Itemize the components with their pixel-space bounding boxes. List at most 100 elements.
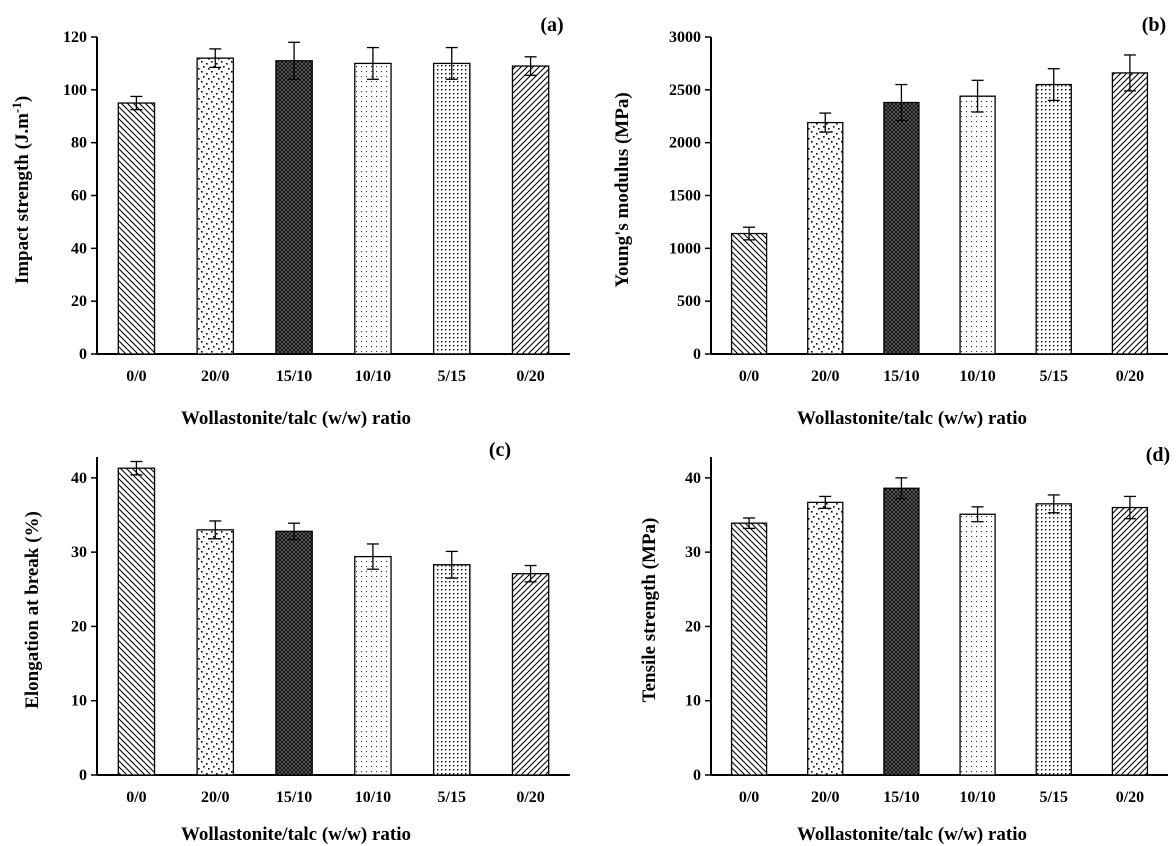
x-tick-label-b-0: 0/0 bbox=[739, 368, 759, 385]
bar-d-4 bbox=[1035, 503, 1072, 776]
y-tick-label-c: 20 bbox=[71, 618, 87, 635]
x-tick-label-d-3: 10/10 bbox=[959, 789, 995, 806]
chart-panel-b: 0 500 1000 1500 2000 2500 3000 0/0 20/0 15/10 10/1… bbox=[612, 14, 1168, 429]
x-tick-label-d-1: 20/0 bbox=[811, 789, 839, 806]
x-tick-label-b-4: 5/15 bbox=[1040, 368, 1068, 385]
bar-c-4 bbox=[432, 564, 471, 776]
error-bar-c-3 bbox=[366, 543, 379, 570]
bar-d-0 bbox=[730, 522, 768, 776]
bar-a-5 bbox=[511, 65, 550, 355]
y-tick-label-b: 2000 bbox=[669, 135, 701, 152]
bar-c-5 bbox=[511, 573, 550, 776]
y-tick-label-a: 60 bbox=[71, 188, 87, 205]
bar-a-2 bbox=[275, 60, 313, 355]
bar-c-0 bbox=[117, 467, 156, 776]
x-axis-label-d: Wollastonite/talc (w/w) ratio bbox=[797, 824, 1027, 845]
x-tick-label-a-0: 0/0 bbox=[126, 368, 146, 385]
y-axis-label-d: Tensile strength (MPa) bbox=[639, 518, 660, 703]
bar-d-2 bbox=[883, 487, 920, 776]
bar-d-3 bbox=[959, 513, 996, 776]
error-bar-b-3 bbox=[971, 79, 984, 113]
y-axis-label-a: Impact strength (J.m-1) bbox=[9, 96, 33, 284]
error-bar-c-5 bbox=[524, 564, 537, 583]
y-tick-label-b: 1000 bbox=[669, 240, 701, 257]
bar-b-1 bbox=[807, 121, 844, 355]
x-tick-label-c-3: 10/10 bbox=[355, 789, 391, 806]
error-bar-d-3 bbox=[971, 506, 984, 523]
panel-label-a: (a) bbox=[540, 14, 563, 36]
error-bar-d-5 bbox=[1123, 495, 1136, 520]
y-tick-label-b: 3000 bbox=[669, 29, 701, 46]
x-axis-label-a: Wollastonite/talc (w/w) ratio bbox=[181, 408, 411, 429]
y-tick-label-a: 80 bbox=[71, 135, 87, 152]
error-bar-a-3 bbox=[366, 46, 379, 80]
x-tick-label-c-2: 15/10 bbox=[276, 789, 312, 806]
y-tick-label-d: 0 bbox=[693, 767, 701, 784]
error-bar-a-2 bbox=[288, 41, 301, 80]
x-tick-label-c-1: 20/0 bbox=[201, 789, 229, 806]
error-bar-c-4 bbox=[445, 550, 458, 579]
error-bar-c-1 bbox=[209, 520, 222, 540]
y-tick-label-d: 10 bbox=[685, 693, 701, 710]
x-tick-label-b-2: 15/10 bbox=[883, 368, 919, 385]
y-tick-label-c: 10 bbox=[71, 693, 87, 710]
y-tick-label-d: 20 bbox=[685, 618, 701, 635]
error-bar-a-5 bbox=[524, 56, 537, 76]
x-axis-label-b: Wollastonite/talc (w/w) ratio bbox=[797, 408, 1027, 429]
y-axis-label-c: Elongation at break (%) bbox=[22, 511, 43, 709]
error-bar-d-2 bbox=[895, 477, 908, 500]
y-tick-label-a: 120 bbox=[63, 29, 87, 46]
x-tick-label-d-4: 5/15 bbox=[1040, 789, 1068, 806]
x-tick-label-b-1: 20/0 bbox=[811, 368, 839, 385]
panel-label-c: (c) bbox=[489, 439, 511, 461]
error-bar-d-1 bbox=[819, 495, 832, 509]
bar-a-1 bbox=[196, 57, 235, 355]
y-tick-label-c: 40 bbox=[71, 470, 87, 487]
bar-b-2 bbox=[883, 101, 920, 355]
bar-a-3 bbox=[354, 62, 392, 355]
y-tick-label-b: 0 bbox=[693, 346, 701, 363]
y-tick-label-b: 500 bbox=[677, 293, 701, 310]
bar-d-1 bbox=[807, 501, 844, 776]
bar-c-1 bbox=[196, 529, 235, 776]
bar-d-5 bbox=[1111, 506, 1149, 776]
error-bar-d-4 bbox=[1047, 494, 1060, 514]
chart-panel-a: 0 20 40 60 80 100 120 0/0 20/0 15/10 10/10 5/15 0/20… bbox=[9, 14, 570, 429]
bar-a-0 bbox=[117, 102, 156, 355]
x-axis-label-c: Wollastonite/talc (w/w) ratio bbox=[181, 824, 411, 845]
error-bar-a-0 bbox=[130, 95, 143, 111]
bar-c-2 bbox=[275, 530, 313, 776]
error-bar-b-5 bbox=[1123, 54, 1136, 92]
x-tick-label-a-4: 5/15 bbox=[438, 368, 466, 385]
y-tick-label-a: 40 bbox=[71, 240, 87, 257]
x-tick-label-d-5: 0/20 bbox=[1116, 789, 1144, 806]
x-tick-label-a-2: 15/10 bbox=[276, 368, 312, 385]
x-tick-label-d-2: 15/10 bbox=[883, 789, 919, 806]
chart-panel-d: 0 10 20 30 40 0/0 20/0 15/10 10/10 5/15 0/20 Wollas… bbox=[639, 444, 1170, 845]
x-tick-label-a-3: 10/10 bbox=[355, 368, 391, 385]
error-bar-b-2 bbox=[895, 83, 908, 122]
x-tick-label-c-5: 0/20 bbox=[516, 789, 544, 806]
y-tick-label-d: 40 bbox=[685, 470, 701, 487]
chart-panel-c: 0 10 20 30 40 0/0 20/0 15/10 10/10 5/15 0/20 Wollas… bbox=[22, 439, 570, 845]
x-tick-label-a-5: 0/20 bbox=[516, 368, 544, 385]
error-bar-c-0 bbox=[130, 460, 143, 476]
panel-label-b: (b) bbox=[1142, 14, 1166, 36]
y-tick-label-a: 100 bbox=[63, 82, 87, 99]
error-bar-c-2 bbox=[288, 522, 301, 541]
x-tick-label-b-3: 10/10 bbox=[959, 368, 995, 385]
y-tick-label-c: 0 bbox=[79, 767, 87, 784]
y-tick-label-b: 2500 bbox=[669, 82, 701, 99]
error-bar-d-0 bbox=[743, 517, 756, 530]
bar-b-0 bbox=[730, 232, 768, 355]
y-tick-label-a: 20 bbox=[71, 293, 87, 310]
y-tick-label-a: 0 bbox=[79, 346, 87, 363]
error-bar-a-4 bbox=[445, 46, 458, 80]
x-tick-label-a-1: 20/0 bbox=[201, 368, 229, 385]
panel-label-d: (d) bbox=[1146, 444, 1170, 466]
y-axis-label-b: Young's modulus (MPa) bbox=[612, 92, 633, 287]
x-tick-label-d-0: 0/0 bbox=[739, 789, 759, 806]
error-bar-a-1 bbox=[209, 48, 222, 69]
error-bar-b-4 bbox=[1047, 68, 1060, 102]
